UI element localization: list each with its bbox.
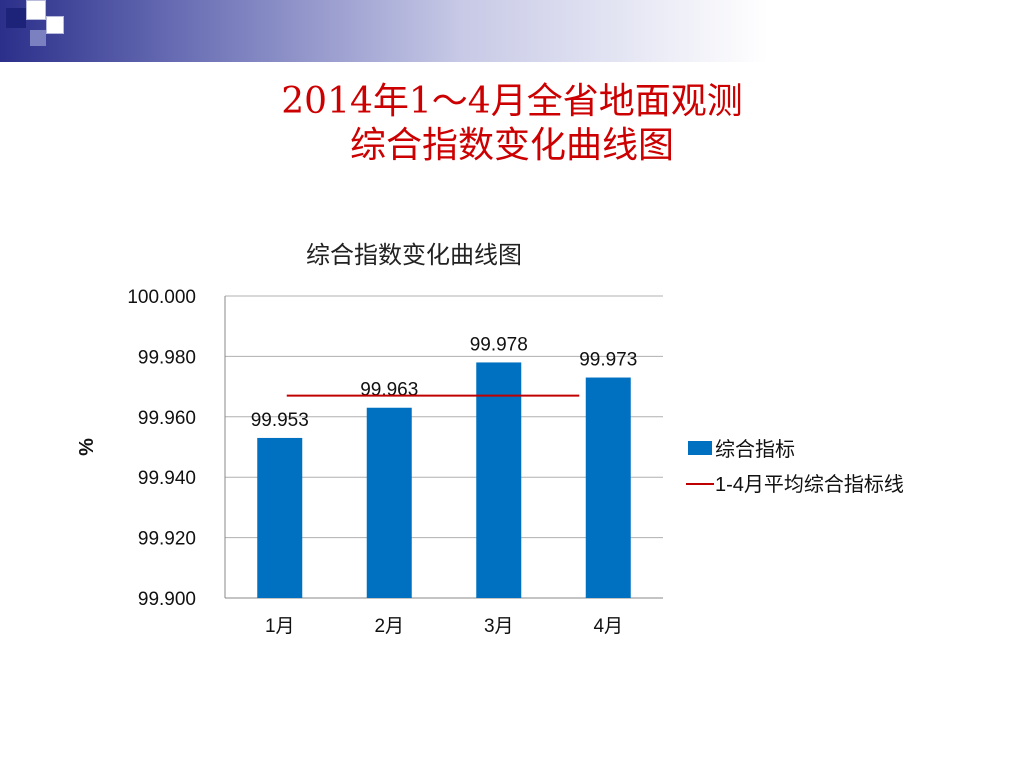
header-square-outline <box>46 16 64 34</box>
bar <box>585 377 631 598</box>
y-tick-label: 99.940 <box>138 468 196 489</box>
slide-title: 2014年1～4月全省地面观测 综合指数变化曲线图 <box>0 80 1024 168</box>
header-square-light <box>26 0 46 20</box>
data-label: 99.963 <box>360 380 418 401</box>
header-square-dark <box>6 8 26 28</box>
y-tick-label: 100.000 <box>127 287 196 308</box>
bar <box>366 407 412 598</box>
data-label: 99.978 <box>470 334 528 355</box>
data-label: 99.953 <box>251 410 309 431</box>
legend-label-line: 1-4月平均综合指标线 <box>715 473 904 496</box>
chart-title: 综合指数变化曲线图 <box>306 242 522 269</box>
slide-title-line2: 综合指数变化曲线图 <box>349 125 674 166</box>
x-tick-label: 3月 <box>484 616 514 637</box>
bar <box>476 362 522 598</box>
x-tick-label: 2月 <box>374 616 404 637</box>
y-tick-label: 99.920 <box>138 529 196 550</box>
header-square-mid <box>30 30 46 46</box>
header-band <box>0 0 1024 62</box>
y-tick-label: 99.980 <box>138 347 196 368</box>
y-tick-label: 99.900 <box>138 589 196 610</box>
legend-swatch-bar <box>688 441 712 455</box>
y-tick-label: 99.960 <box>138 408 196 429</box>
x-tick-label: 4月 <box>593 616 623 637</box>
x-tick-label: 1月 <box>265 616 295 637</box>
slide-title-line1: 2014年1～4月全省地面观测 <box>281 81 743 122</box>
data-label: 99.973 <box>579 350 637 371</box>
y-axis-label: % <box>76 438 98 456</box>
legend-label-bar: 综合指标 <box>715 438 795 461</box>
bar <box>257 437 303 598</box>
